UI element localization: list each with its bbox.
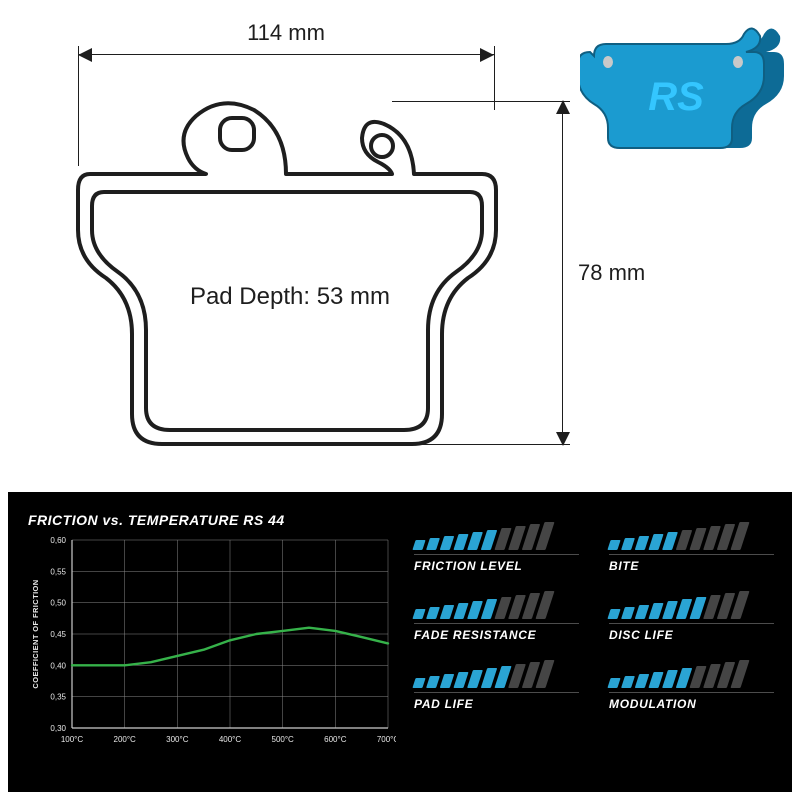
rating-bars bbox=[609, 593, 774, 619]
rating-bar bbox=[607, 609, 620, 619]
rating-disc: DISC LIFE bbox=[609, 593, 774, 642]
rating-bars bbox=[609, 662, 774, 688]
rating-bar bbox=[440, 536, 455, 550]
svg-text:0,35: 0,35 bbox=[50, 693, 66, 702]
svg-text:500°C: 500°C bbox=[272, 735, 295, 744]
rating-label: DISC LIFE bbox=[609, 623, 774, 642]
width-dimension: 114 mm bbox=[78, 20, 494, 80]
rating-label: BITE bbox=[609, 554, 774, 573]
rating-bars bbox=[414, 662, 579, 688]
rating-bar bbox=[648, 603, 663, 619]
chart-section: FRICTION vs. TEMPERATURE RS 44 0,300,350… bbox=[26, 510, 396, 778]
rating-modulation: MODULATION bbox=[609, 662, 774, 711]
svg-text:400°C: 400°C bbox=[219, 735, 242, 744]
height-label: 78 mm bbox=[578, 260, 645, 286]
rating-bar bbox=[412, 678, 425, 688]
rating-bar bbox=[621, 607, 635, 619]
svg-text:700°C: 700°C bbox=[377, 735, 396, 744]
svg-text:COEFFICIENT OF FRICTION: COEFFICIENT OF FRICTION bbox=[31, 579, 40, 688]
rating-bar bbox=[607, 540, 620, 550]
rating-bar bbox=[440, 674, 455, 688]
rating-bar bbox=[635, 605, 650, 619]
rating-bar bbox=[621, 676, 635, 688]
rating-bar bbox=[426, 676, 440, 688]
svg-text:0,60: 0,60 bbox=[50, 536, 66, 545]
svg-text:0,55: 0,55 bbox=[50, 567, 66, 576]
svg-text:600°C: 600°C bbox=[324, 735, 347, 744]
rating-label: MODULATION bbox=[609, 692, 774, 711]
spec-panel: FRICTION vs. TEMPERATURE RS 44 0,300,350… bbox=[8, 492, 792, 792]
product-render: RS bbox=[580, 12, 788, 152]
rating-bars bbox=[609, 524, 774, 550]
dimension-diagram: 114 mm 78 mm Pad Depth: 53 mm bbox=[0, 0, 800, 480]
rating-bar bbox=[453, 603, 468, 619]
rating-bar bbox=[648, 672, 663, 688]
rating-bars bbox=[414, 593, 579, 619]
chart-title: FRICTION vs. TEMPERATURE RS 44 bbox=[28, 512, 396, 528]
rating-pad: PAD LIFE bbox=[414, 662, 579, 711]
width-label: 114 mm bbox=[78, 20, 494, 46]
rating-bar bbox=[440, 605, 455, 619]
rating-bar bbox=[412, 540, 425, 550]
rating-bar bbox=[607, 678, 620, 688]
svg-text:200°C: 200°C bbox=[114, 735, 137, 744]
rating-bar bbox=[426, 607, 440, 619]
pad-depth-label: Pad Depth: 53 mm bbox=[100, 283, 480, 311]
ratings-grid: FRICTION LEVEL BITE FADE RESISTANCE DISC LI… bbox=[414, 510, 774, 778]
rating-friction: FRICTION LEVEL bbox=[414, 524, 579, 573]
rating-bar bbox=[453, 534, 468, 550]
rating-bar bbox=[453, 672, 468, 688]
friction-chart: 0,30 0,35 0,40 0,45 0,50 0,55 0,60 100°C 200°C 30… bbox=[26, 534, 396, 754]
rating-bar bbox=[621, 538, 635, 550]
rating-bar bbox=[648, 534, 663, 550]
rating-bar bbox=[635, 674, 650, 688]
svg-text:0,30: 0,30 bbox=[50, 724, 66, 733]
rating-bar bbox=[426, 538, 440, 550]
svg-text:0,50: 0,50 bbox=[50, 599, 66, 608]
brake-pad-outline bbox=[62, 100, 512, 450]
rating-bar bbox=[635, 536, 650, 550]
rating-fade: FADE RESISTANCE bbox=[414, 593, 579, 642]
rating-bars bbox=[414, 524, 579, 550]
rating-bite: BITE bbox=[609, 524, 774, 573]
brand-text: RS bbox=[648, 75, 704, 119]
rating-label: PAD LIFE bbox=[414, 692, 579, 711]
svg-text:0,40: 0,40 bbox=[50, 661, 66, 670]
rating-bar bbox=[412, 609, 425, 619]
svg-text:100°C: 100°C bbox=[61, 735, 84, 744]
rating-label: FRICTION LEVEL bbox=[414, 554, 579, 573]
rating-label: FADE RESISTANCE bbox=[414, 623, 579, 642]
svg-text:300°C: 300°C bbox=[166, 735, 189, 744]
svg-text:0,45: 0,45 bbox=[50, 630, 66, 639]
